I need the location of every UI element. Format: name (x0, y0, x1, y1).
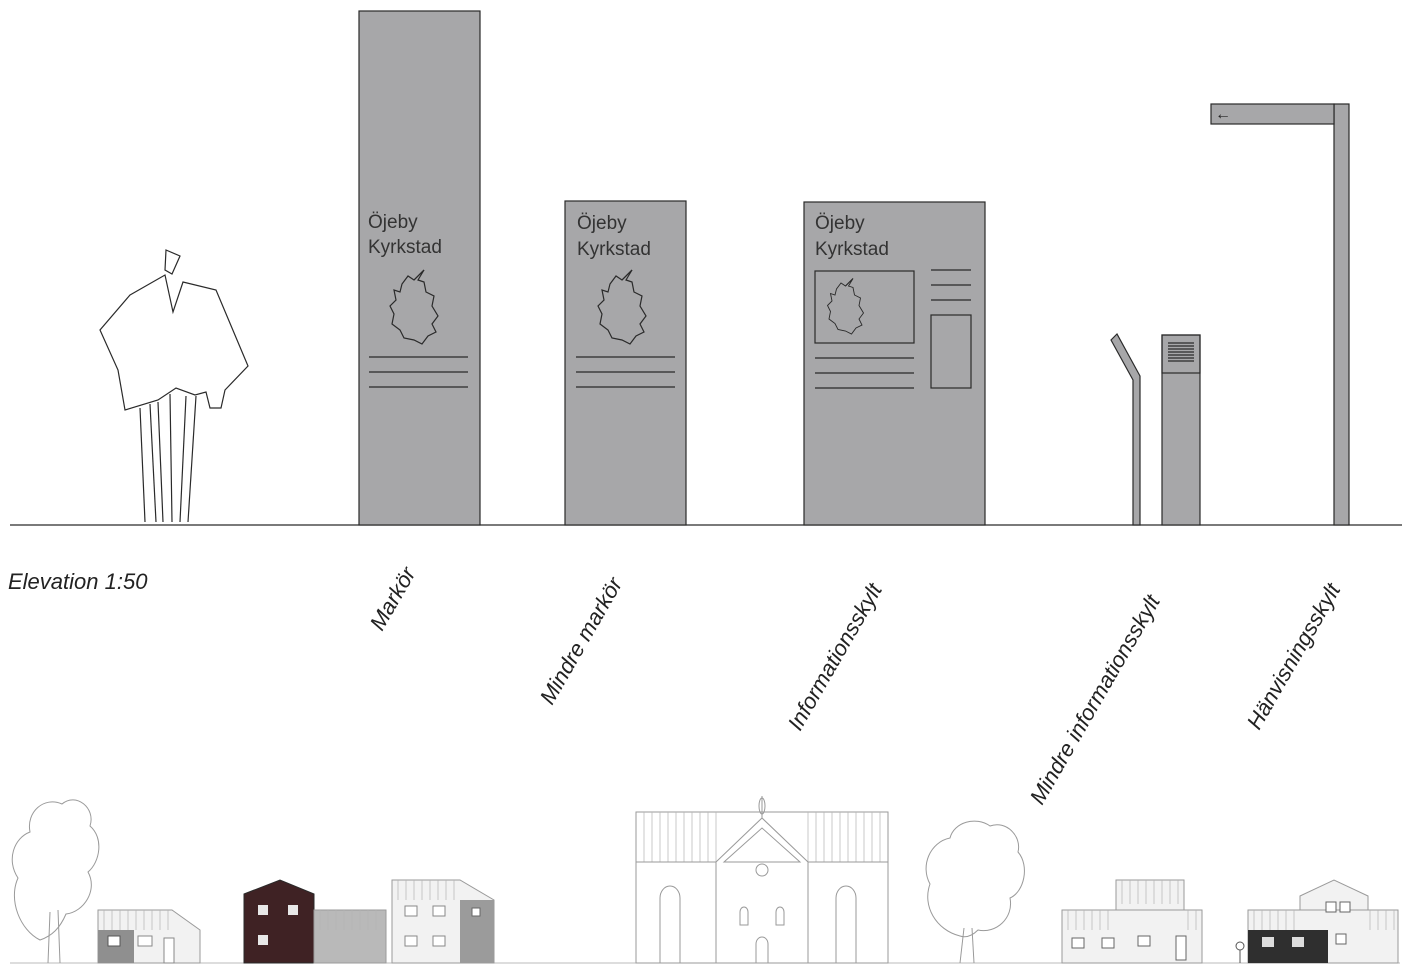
house-icon (97, 909, 201, 964)
mindre-markor-label: Mindre markör (535, 572, 628, 709)
town-map-outline-icon (826, 278, 865, 335)
markor-label: Markör (365, 561, 422, 634)
hanvisningsskylt-label: Hänvisningsskylt (1242, 578, 1346, 733)
arrow-left-icon: ← (1215, 106, 1231, 123)
elevation-label: Elevation 1:50 (8, 569, 148, 594)
mindre-markor-title-line1: Öjeby (577, 213, 627, 234)
house-icon (391, 879, 495, 964)
informationsskylt-label: Informationsskylt (783, 578, 888, 734)
house-icon (243, 879, 387, 964)
house-icon (1061, 879, 1203, 964)
mindre-informationsskylt-label: Mindre informationsskylt (1025, 590, 1166, 809)
mindre-markor-sign: Öjeby Kyrkstad (564, 200, 687, 526)
markor-title-line2: Kyrkstad (368, 237, 442, 258)
markor-title-line1: Öjeby (368, 212, 418, 233)
mindre-markor-title-line2: Kyrkstad (577, 239, 651, 260)
church-icon (635, 796, 889, 964)
town-map-outline-icon (597, 269, 647, 345)
informationsskylt-title-line1: Öjeby (815, 213, 865, 234)
mindre-informationsskylt-sign (1110, 333, 1201, 526)
town-map-outline-icon (389, 269, 439, 345)
hanvisningsskylt-sign: ← (1210, 103, 1350, 526)
tree-icon (11, 799, 100, 964)
informationsskylt-sign: Öjeby Kyrkstad (803, 201, 986, 526)
person-silhouette-icon (99, 249, 249, 523)
house-icon (1235, 879, 1399, 964)
informationsskylt-title-line2: Kyrkstad (815, 239, 889, 260)
tree-icon (925, 820, 1025, 964)
markor-sign: Öjeby Kyrkstad (358, 10, 481, 526)
